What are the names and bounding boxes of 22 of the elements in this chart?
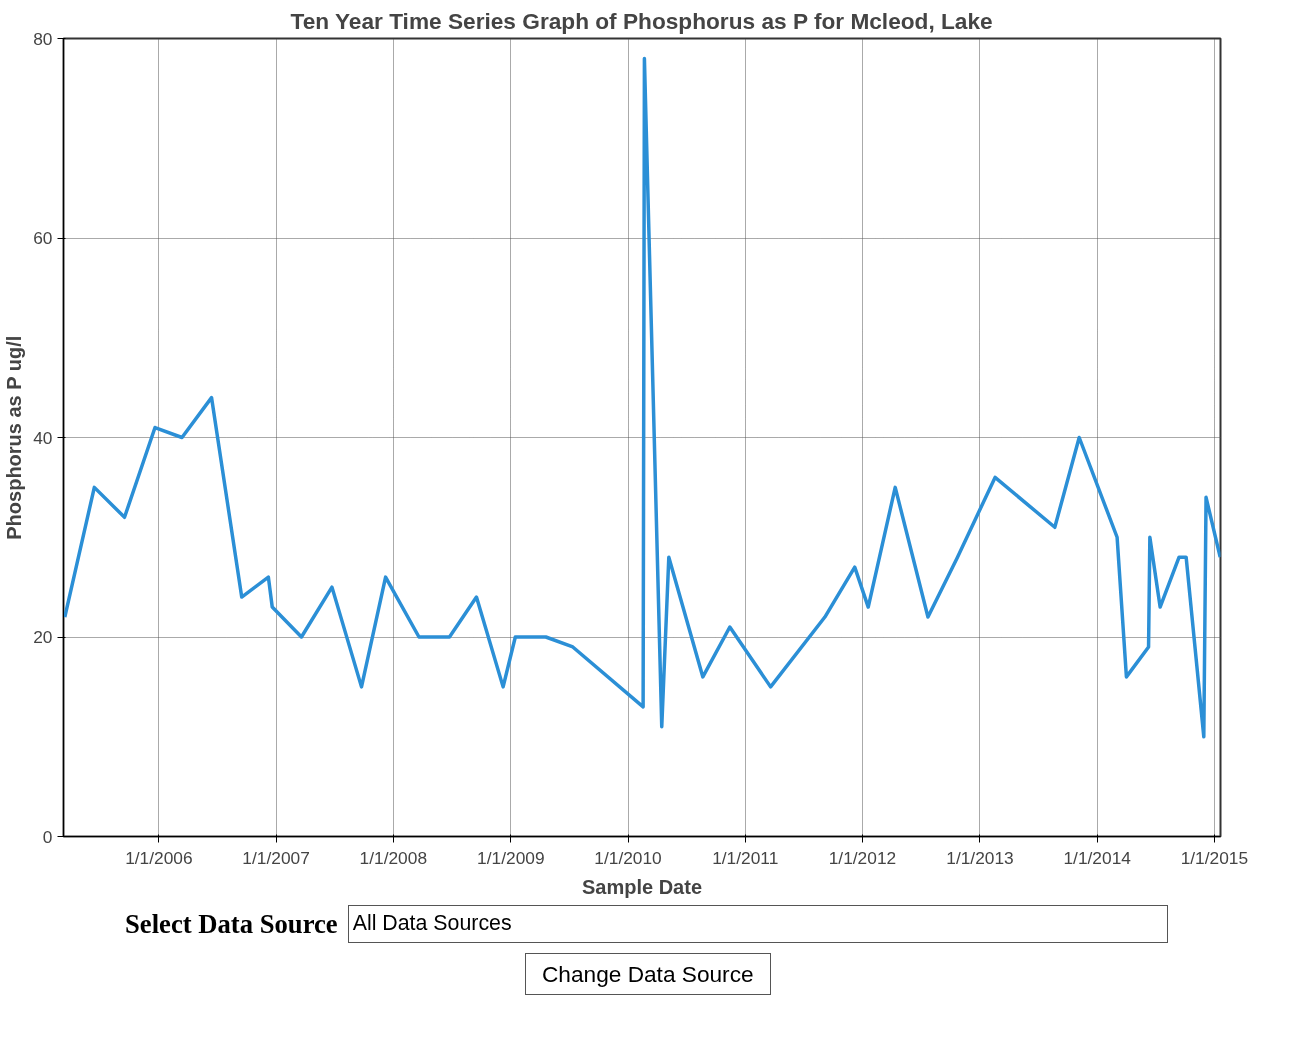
x-tick-label: 1/1/2011 (712, 847, 779, 868)
y-tick-label: 40 (33, 427, 53, 448)
y-tick-label: 80 (33, 28, 53, 49)
y-tick-label: 60 (33, 228, 53, 248)
x-tick-label: 1/1/2007 (242, 847, 310, 868)
x-tick-label: 1/1/2013 (946, 847, 1014, 868)
x-tick-label: 1/1/2012 (828, 847, 897, 868)
y-tick-label: 0 (42, 826, 53, 847)
text: Select Data Source (125, 908, 338, 941)
x-tick-label: 1/1/2010 (594, 847, 662, 868)
x-axis-title: Sample Date (581, 875, 703, 898)
chart-title: Ten Year Time Series Graph of Phosphorus as P for Mcleod, Lake (290, 7, 993, 34)
x-tick-label: 1/1/2008 (359, 847, 428, 868)
x-tick-label: 1/1/2014 (1063, 847, 1132, 868)
text: All Data Sources (352, 910, 512, 937)
x-tick-label: 1/1/2006 (125, 847, 193, 868)
y-tick-label: 20 (33, 627, 53, 647)
x-tick-label: 1/1/2009 (477, 847, 545, 868)
line-series (63, 56, 1221, 739)
x-tick-label: 1/1/2015 (1180, 847, 1249, 868)
y-axis-title: Phosphorus as P ug/l (3, 335, 26, 540)
text: Change Data Source (542, 960, 754, 990)
